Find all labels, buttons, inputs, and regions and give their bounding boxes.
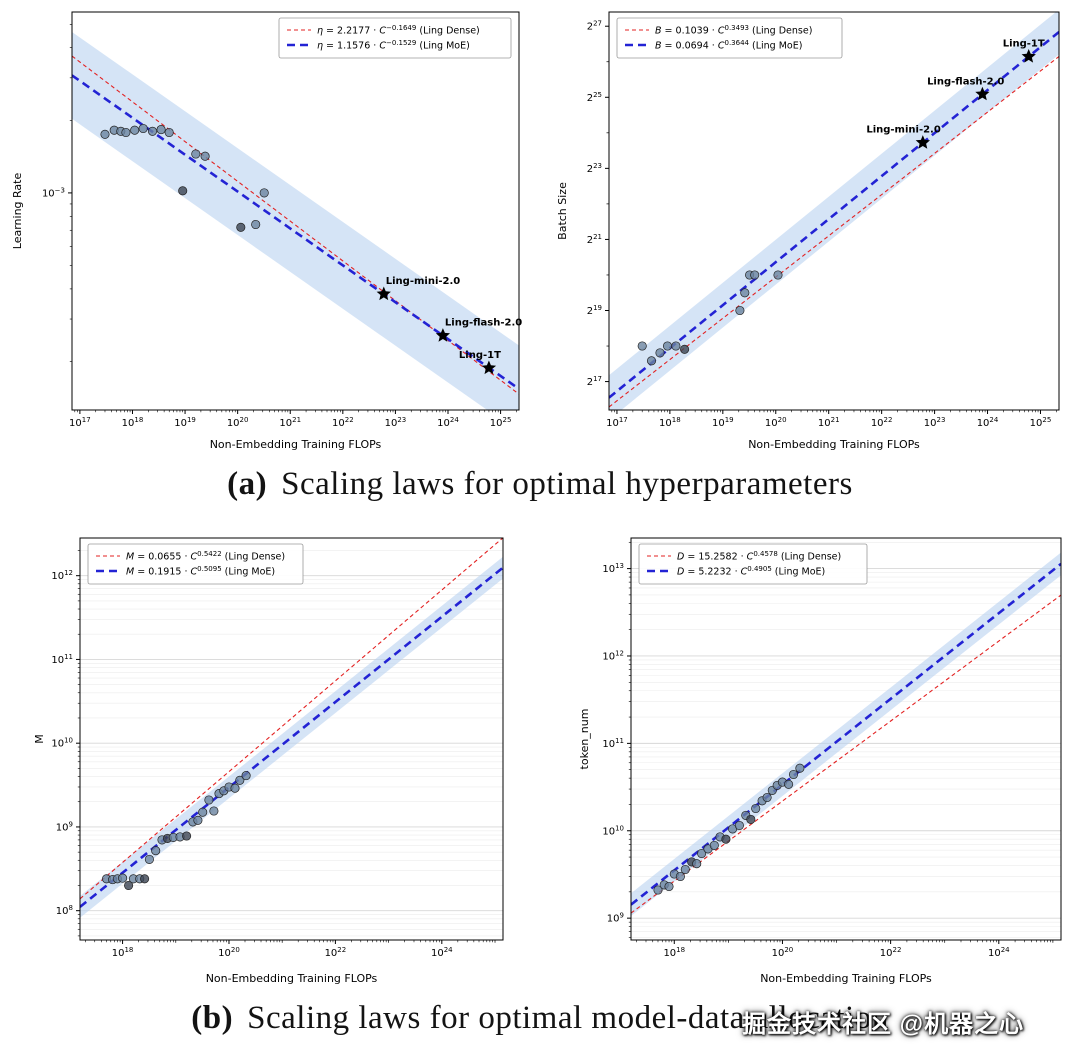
scatter-points [101, 771, 251, 891]
star-label: Ling-mini-2.0 [866, 125, 941, 136]
scatter-points [637, 270, 783, 366]
svg-text:108: 108 [56, 904, 73, 917]
svg-text:221: 221 [587, 233, 602, 246]
svg-text:1012: 1012 [51, 569, 73, 582]
caption-a-tag: (a) [227, 466, 268, 502]
svg-text:1020: 1020 [227, 416, 249, 429]
svg-text:1024: 1024 [988, 946, 1010, 959]
y-axis-label: M [33, 734, 46, 744]
star-label: Ling-flash-2.0 [445, 318, 522, 329]
svg-text:1022: 1022 [880, 946, 902, 959]
gridlines [631, 541, 1061, 938]
svg-text:217: 217 [587, 375, 602, 388]
x-axis-label: Non-Embedding Training FLOPs [748, 438, 920, 451]
fit-lines [609, 12, 1059, 410]
svg-text:1010: 1010 [602, 824, 624, 837]
svg-text:1020: 1020 [218, 946, 240, 959]
svg-text:109: 109 [607, 912, 624, 925]
svg-text:1013: 1013 [602, 562, 624, 575]
x-axis-label: Non-Embedding Training FLOPs [210, 438, 382, 451]
star-marker [975, 86, 990, 101]
svg-text:1022: 1022 [871, 416, 893, 429]
svg-text:1010: 1010 [51, 737, 73, 750]
star-label: Ling-1T [1003, 39, 1045, 50]
svg-text:B = 0.1039 · C0.3493 (Ling De: B = 0.1039 · C0.3493 (Ling Dense) [655, 24, 812, 37]
svg-text:1019: 1019 [712, 416, 734, 429]
legend: M = 0.0655 · C0.5422 (Ling Dense) M = 0.1… [87, 543, 304, 585]
chart-token-num-svg: 1018 1020 1022 1024 109 1010 1011 1012 1013 Non-E… [578, 537, 1062, 985]
svg-text:1021: 1021 [279, 416, 301, 429]
svg-text:1011: 1011 [602, 737, 624, 750]
caption-b-tag: (b) [191, 1000, 234, 1036]
star-marker [435, 328, 450, 342]
svg-text:D = 15.2582 · C0.4578 (Ling D: D = 15.2582 · C0.4578 (Ling Dense) [677, 550, 841, 563]
svg-text:1024: 1024 [977, 416, 999, 429]
star-marker [481, 360, 497, 375]
svg-text:109: 109 [56, 820, 73, 833]
svg-text:B = 0.0694 · C0.3644 (Ling Mo: B = 0.0694 · C0.3644 (Ling MoE) [655, 39, 802, 52]
y-axis-label: Learning Rate [11, 173, 24, 250]
svg-text:1019: 1019 [174, 416, 196, 429]
chart-learning-rate: Ling-mini-2.0 Ling-flash-2.0 Ling-1T 1017 10… [8, 4, 533, 460]
svg-text:1023: 1023 [385, 416, 407, 429]
y-axis-label: token_num [578, 709, 591, 770]
svg-text:1018: 1018 [663, 946, 685, 959]
x-axis-label: Non-Embedding Training FLOPs [206, 972, 378, 985]
fit-lines [80, 538, 503, 918]
chart-batch-size-svg: Ling-mini-2.0 Ling-flash-2.0 Ling-1T 1017 10… [556, 11, 1060, 451]
svg-text:1022: 1022 [332, 416, 354, 429]
caption-b-text: Scaling laws for optimal model-data allo… [247, 1000, 889, 1036]
star-marker [915, 135, 930, 149]
star-marker [1021, 49, 1036, 63]
svg-text:D = 5.2232 · C0.4905 (Ling Mo: D = 5.2232 · C0.4905 (Ling MoE) [677, 565, 825, 578]
svg-text:1011: 1011 [51, 653, 73, 666]
svg-text:1025: 1025 [1030, 416, 1052, 429]
legend: η = 2.2177 · C−0.1649 (Ling Dense) η = 1.… [278, 17, 512, 59]
svg-text:1018: 1018 [112, 946, 134, 959]
watermark: 掘金技术社区 @机器之心 [742, 1011, 1025, 1038]
fit-lines [72, 31, 519, 410]
caption-b: (b) Scaling laws for optimal model-data a… [0, 1000, 1080, 1037]
caption-a-text: Scaling laws for optimal hyperparameters [281, 466, 853, 502]
svg-text:1017: 1017 [69, 416, 91, 429]
chart-batch-size: Ling-mini-2.0 Ling-flash-2.0 Ling-1T 1017 10… [553, 4, 1075, 460]
svg-text:η = 1.1576 · C−0.1529 (Ling M: η = 1.1576 · C−0.1529 (Ling MoE) [317, 39, 470, 52]
x-axis-label: Non-Embedding Training FLOPs [760, 972, 932, 985]
legend: D = 15.2582 · C0.4578 (Ling Dense) D = 5.… [638, 543, 868, 585]
svg-text:1021: 1021 [818, 416, 840, 429]
svg-text:10−3: 10−3 [42, 186, 65, 199]
svg-text:M = 0.1915 · C0.5095 (Ling Mo: M = 0.1915 · C0.5095 (Ling MoE) [126, 565, 275, 578]
svg-text:1018: 1018 [122, 416, 144, 429]
star-marker [376, 286, 391, 301]
y-axis-label: Batch Size [556, 182, 569, 240]
svg-text:1020: 1020 [772, 946, 794, 959]
svg-text:1018: 1018 [659, 416, 681, 429]
chart-model-size: 1018 1020 1022 1024 108 109 1010 1011 1012 Non-Em… [30, 528, 515, 994]
svg-text:1020: 1020 [765, 416, 787, 429]
svg-text:219: 219 [587, 304, 602, 317]
svg-text:1025: 1025 [490, 416, 512, 429]
svg-text:1024: 1024 [437, 416, 459, 429]
scatter-points [100, 123, 269, 232]
svg-text:1024: 1024 [431, 946, 453, 959]
svg-text:227: 227 [587, 20, 602, 33]
chart-model-size-svg: 1018 1020 1022 1024 108 109 1010 1011 1012 Non-Em… [33, 537, 504, 985]
star-label: Ling-1T [459, 350, 501, 361]
svg-text:1022: 1022 [325, 946, 347, 959]
svg-text:1012: 1012 [602, 649, 624, 662]
star-label: Ling-mini-2.0 [386, 276, 461, 287]
svg-text:223: 223 [587, 162, 602, 175]
svg-text:η = 2.2177 · C−0.1649 (Ling D: η = 2.2177 · C−0.1649 (Ling Dense) [317, 24, 480, 37]
chart-learning-rate-svg: Ling-mini-2.0 Ling-flash-2.0 Ling-1T 1017 10… [11, 11, 522, 451]
caption-a: (a) Scaling laws for optimal hyperparamet… [0, 466, 1080, 503]
svg-text:1017: 1017 [606, 416, 628, 429]
legend: B = 0.1039 · C0.3493 (Ling Dense) B = 0.0… [616, 17, 843, 59]
chart-token-num: 1018 1020 1022 1024 109 1010 1011 1012 1013 Non-E… [575, 528, 1075, 994]
scatter-points [653, 763, 805, 895]
star-label: Ling-flash-2.0 [927, 76, 1004, 87]
svg-text:225: 225 [587, 91, 602, 104]
svg-text:M = 0.0655 · C0.5422 (Ling De: M = 0.0655 · C0.5422 (Ling Dense) [126, 550, 285, 563]
svg-text:1023: 1023 [924, 416, 946, 429]
